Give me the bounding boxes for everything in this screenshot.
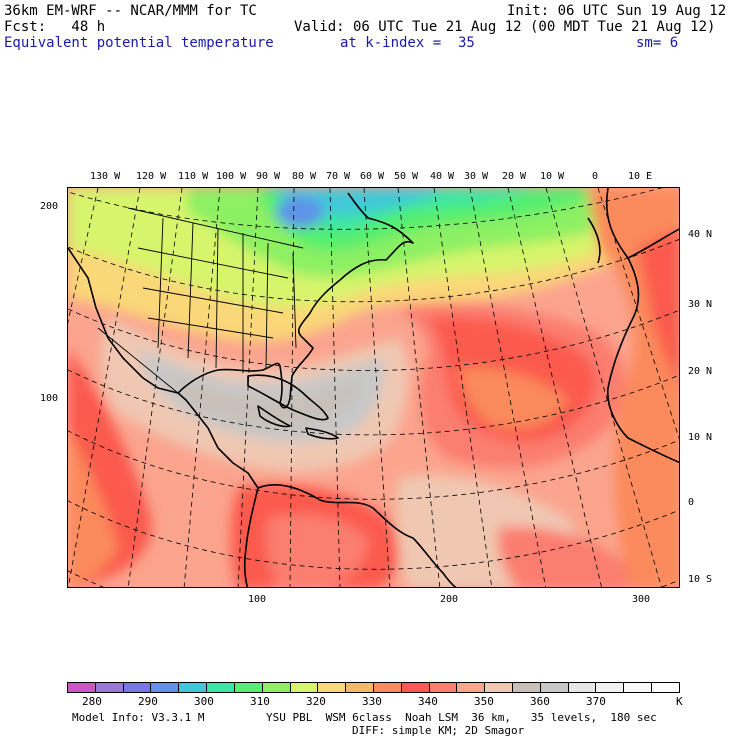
lat-label: 40 N	[688, 229, 713, 240]
lon-label: 130 W	[90, 171, 121, 182]
colorbar-swatch	[596, 683, 625, 692]
colorbar-swatch	[123, 683, 152, 692]
lon-label: 10 W	[540, 171, 565, 182]
theta-e-field	[68, 188, 679, 587]
latlon-grid	[68, 188, 679, 587]
lon-label: 120 W	[136, 171, 167, 182]
grid-y-label: 100	[40, 393, 59, 404]
lon-label: 50 W	[394, 171, 419, 182]
diffusion-info: DIFF: simple KM; 2D Smagor	[352, 724, 525, 737]
colorbar-label: 290	[138, 695, 158, 708]
colorbar-swatch	[179, 683, 208, 692]
smoothing-label: sm= 6	[636, 35, 679, 51]
colorbar-swatch	[401, 683, 430, 692]
colorbar-swatch	[151, 683, 180, 692]
colorbar-swatch	[68, 683, 96, 692]
lon-label: 110 W	[178, 171, 209, 182]
colorbar-swatch	[513, 683, 541, 692]
colorbar-label: 360	[530, 695, 550, 708]
lon-label: 100 W	[216, 171, 247, 182]
lon-label: 10 E	[628, 171, 653, 182]
lat-label: 20 N	[688, 366, 713, 377]
init-time: Init: 06 UTC Sun 19 Aug 12	[507, 3, 727, 19]
colorbar	[67, 682, 680, 693]
colorbar-swatch	[652, 683, 679, 692]
physics-info: YSU PBL WSM 6class Noah LSM 36 km, 35 le…	[266, 711, 657, 724]
valid-time: Valid: 06 UTC Tue 21 Aug 12 (00 MDT Tue …	[294, 19, 716, 35]
lon-label: 30 W	[464, 171, 489, 182]
lon-label: 0	[592, 171, 599, 182]
lon-label: 90 W	[256, 171, 281, 182]
grid-x-label: 300	[632, 594, 651, 605]
colorbar-swatch	[234, 683, 263, 692]
colorbar-label: 300	[194, 695, 214, 708]
colorbar-swatch	[346, 683, 374, 692]
colorbar-swatch	[373, 683, 402, 692]
colorbar-label: 350	[474, 695, 494, 708]
lat-label: 10 N	[688, 432, 713, 443]
grid-x-label: 200	[440, 594, 459, 605]
colorbar-swatch	[207, 683, 235, 692]
lon-label: 70 W	[326, 171, 351, 182]
colorbar-label: 370	[586, 695, 606, 708]
grid-x-label: 100	[248, 594, 267, 605]
colorbar-label: 320	[306, 695, 326, 708]
field-name: Equivalent potential temperature	[4, 35, 274, 51]
grid-y-label: 200	[40, 201, 59, 212]
colorbar-swatch	[568, 683, 597, 692]
colorbar-label: 330	[362, 695, 382, 708]
colorbar-swatch	[95, 683, 124, 692]
colorbar-swatch	[290, 683, 319, 692]
lon-label: 80 W	[292, 171, 317, 182]
colorbar-label: 280	[82, 695, 102, 708]
political-borders	[97, 207, 304, 394]
colorbar-label: 310	[250, 695, 270, 708]
colorbar-unit: K	[676, 695, 683, 708]
colorbar-swatch	[457, 683, 486, 692]
lon-label: 60 W	[360, 171, 385, 182]
model-title: 36km EM-WRF -- NCAR/MMM for TC	[4, 3, 257, 19]
map-canvas	[68, 188, 679, 587]
forecast-hour: Fcst: 48 h	[4, 19, 106, 35]
lat-label: 0	[688, 497, 695, 508]
colorbar-swatch	[485, 683, 513, 692]
colorbar-swatch	[540, 683, 569, 692]
colorbar-swatch	[262, 683, 291, 692]
theta-e-map	[67, 187, 680, 588]
lon-label: 20 W	[502, 171, 527, 182]
lat-label: 10 S	[688, 574, 713, 585]
level-label: at k-index = 35	[340, 35, 475, 51]
colorbar-swatch	[429, 683, 458, 692]
model-info: Model Info: V3.3.1 M	[72, 711, 205, 724]
lon-label: 40 W	[430, 171, 455, 182]
lat-label: 30 N	[688, 299, 713, 310]
colorbar-swatch	[318, 683, 347, 692]
colorbar-label: 340	[418, 695, 438, 708]
colorbar-swatch	[624, 683, 653, 692]
